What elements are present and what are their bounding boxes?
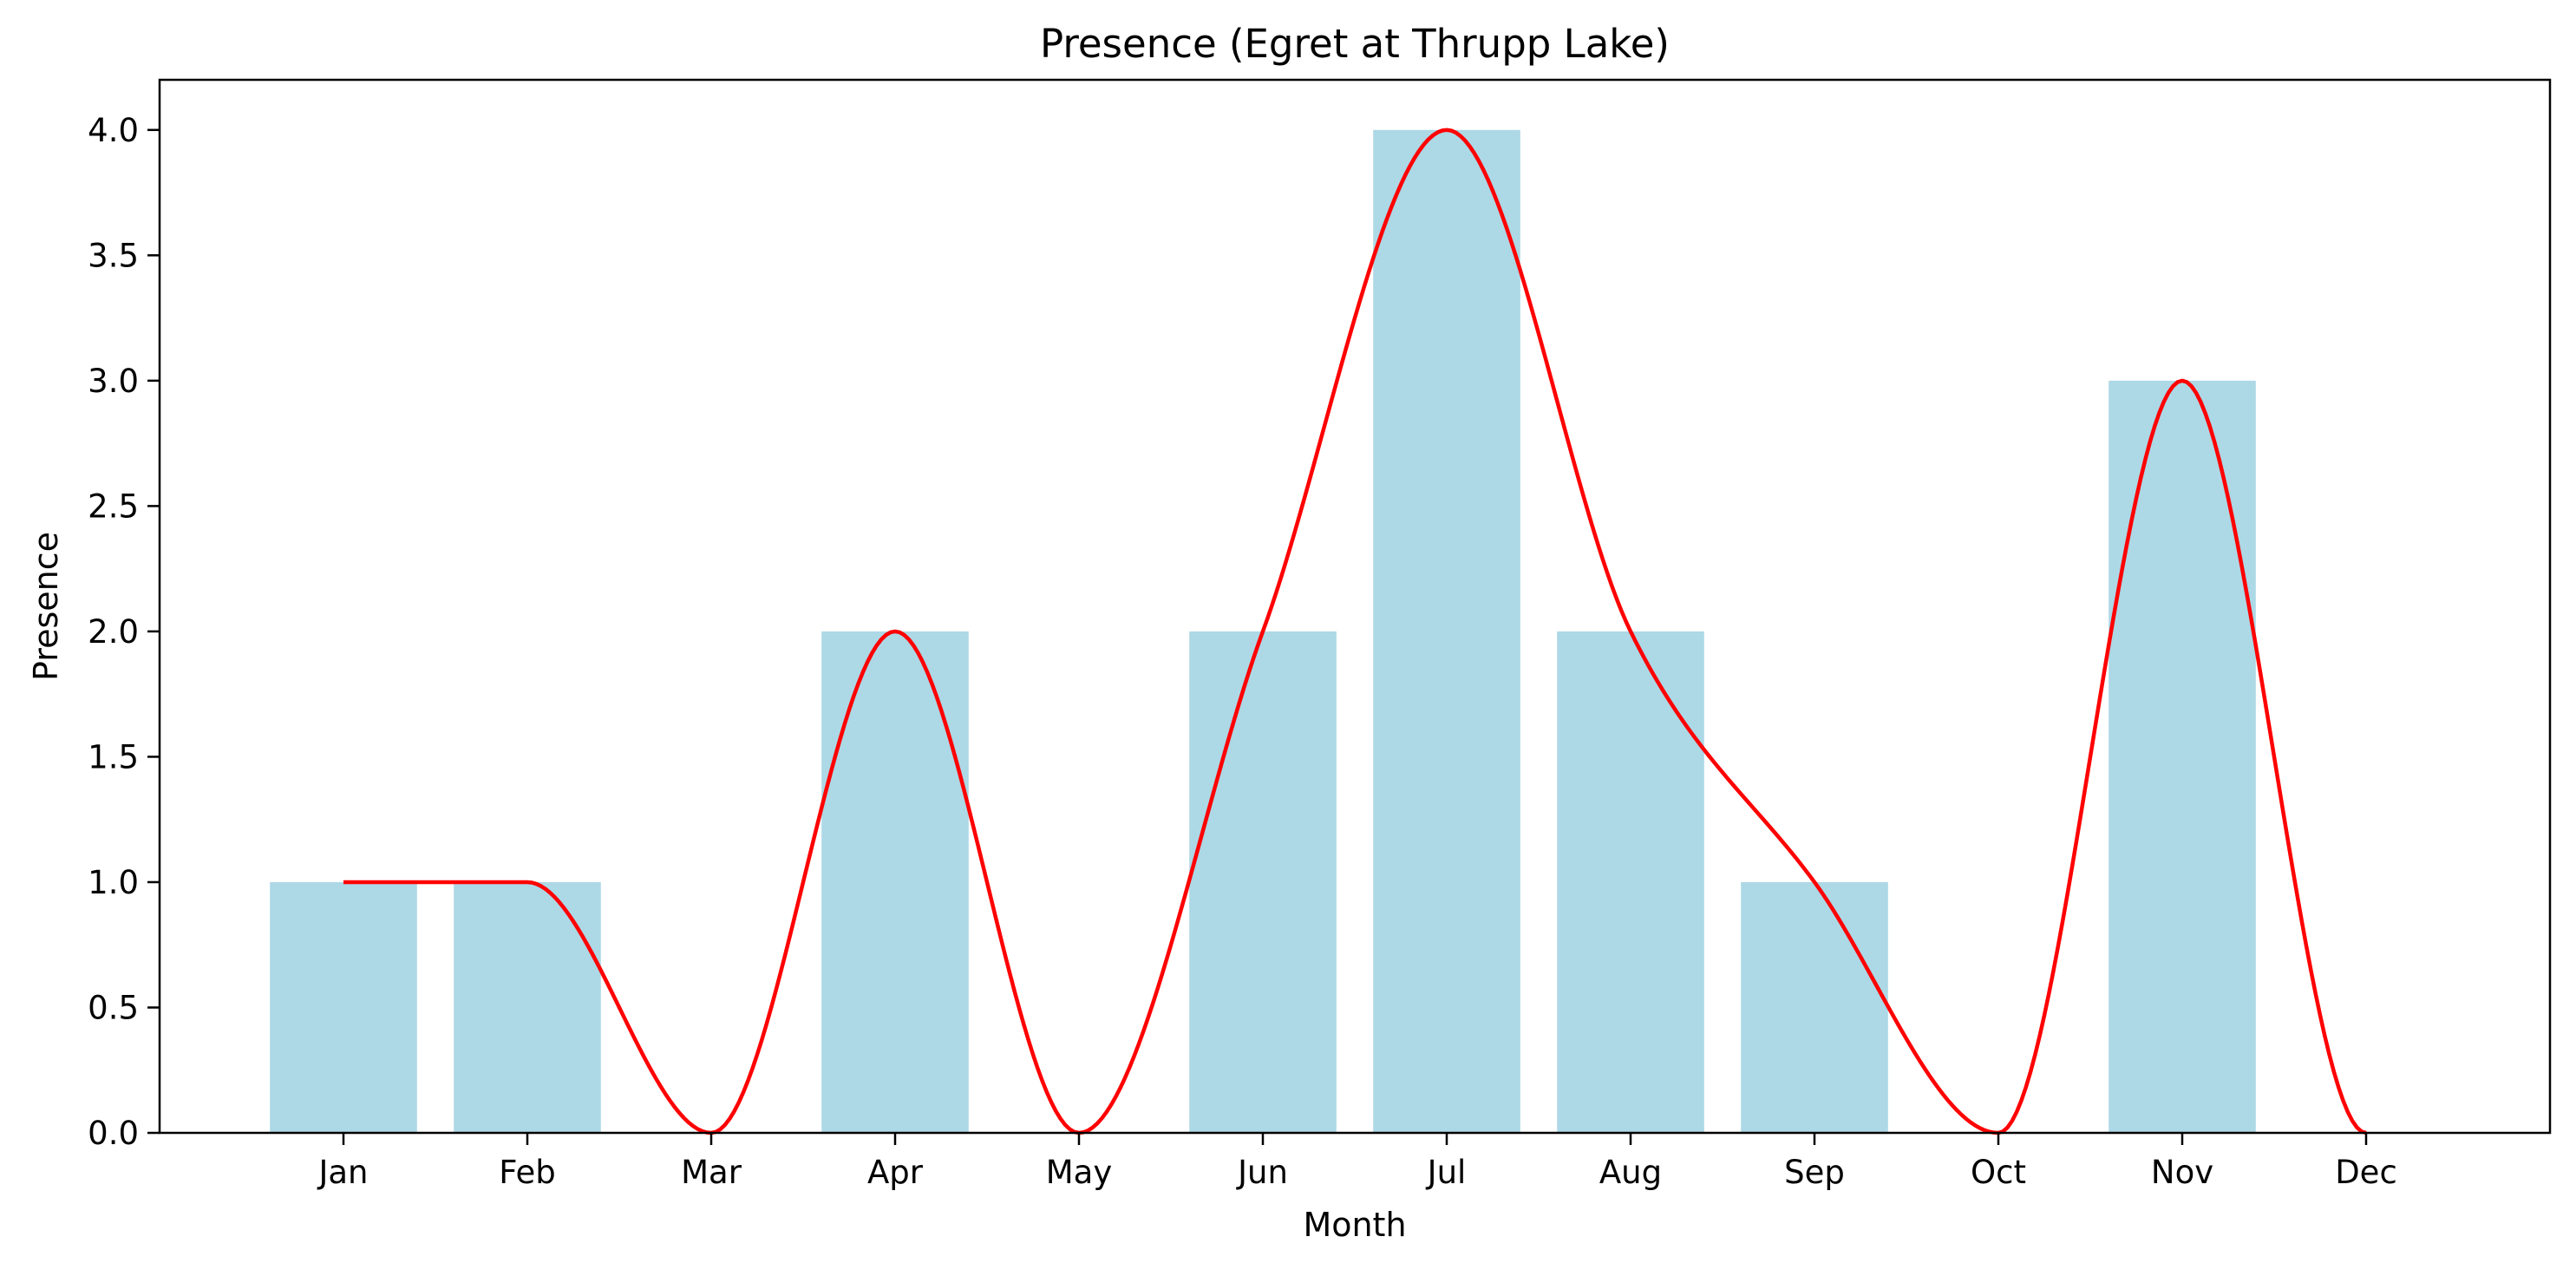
x-tick-label: May [1046,1154,1113,1191]
x-tick-label: Apr [867,1154,924,1191]
chart-title: Presence (Egret at Thrupp Lake) [1040,21,1670,67]
y-tick-label: 1.0 [88,864,139,901]
x-tick-label: Jun [1236,1154,1288,1191]
bar-jun [1189,631,1337,1133]
bar-jan [270,881,417,1133]
y-tick-label: 0.5 [88,989,139,1026]
y-tick-label: 1.5 [88,738,139,775]
x-tick-label: Aug [1599,1154,1662,1191]
y-tick-label: 3.0 [88,363,139,400]
x-tick-label: Mar [681,1154,742,1191]
y-tick-label: 0.0 [88,1115,139,1152]
bar-feb [454,881,601,1133]
x-tick-label: Feb [499,1154,556,1191]
x-tick-label: Jul [1426,1154,1467,1191]
y-tick-label: 3.5 [88,237,139,274]
x-tick-label: Oct [1971,1154,2026,1191]
x-tick-label: Sep [1784,1154,1845,1191]
x-tick-label: Jan [317,1154,368,1191]
x-tick-label: Dec [2335,1154,2397,1191]
plot-frame [158,78,2552,1135]
bar-jul [1373,129,1520,1133]
y-tick-label: 2.0 [88,613,139,651]
y-tick-label: 4.0 [88,112,139,149]
bar-sep [1741,881,1888,1133]
trend-line [343,128,2367,1135]
bar-nov [2109,380,2256,1133]
x-axis-ticks: Jan Feb Mar Apr May Jun Jul Aug Sep Oct Nov Dec [317,1133,2397,1191]
bar-apr [821,631,969,1133]
y-axis-label: Presence [27,532,65,681]
trend-line-group [343,128,2367,1135]
x-tick-label: Nov [2151,1154,2213,1191]
y-axis-ticks: 0.0 0.5 1.0 1.5 2.0 2.5 3.0 3.5 4.0 [88,112,160,1152]
y-tick-label: 2.5 [88,487,139,525]
bar-aug [1557,631,1704,1133]
x-axis-label: Month [1303,1206,1406,1244]
